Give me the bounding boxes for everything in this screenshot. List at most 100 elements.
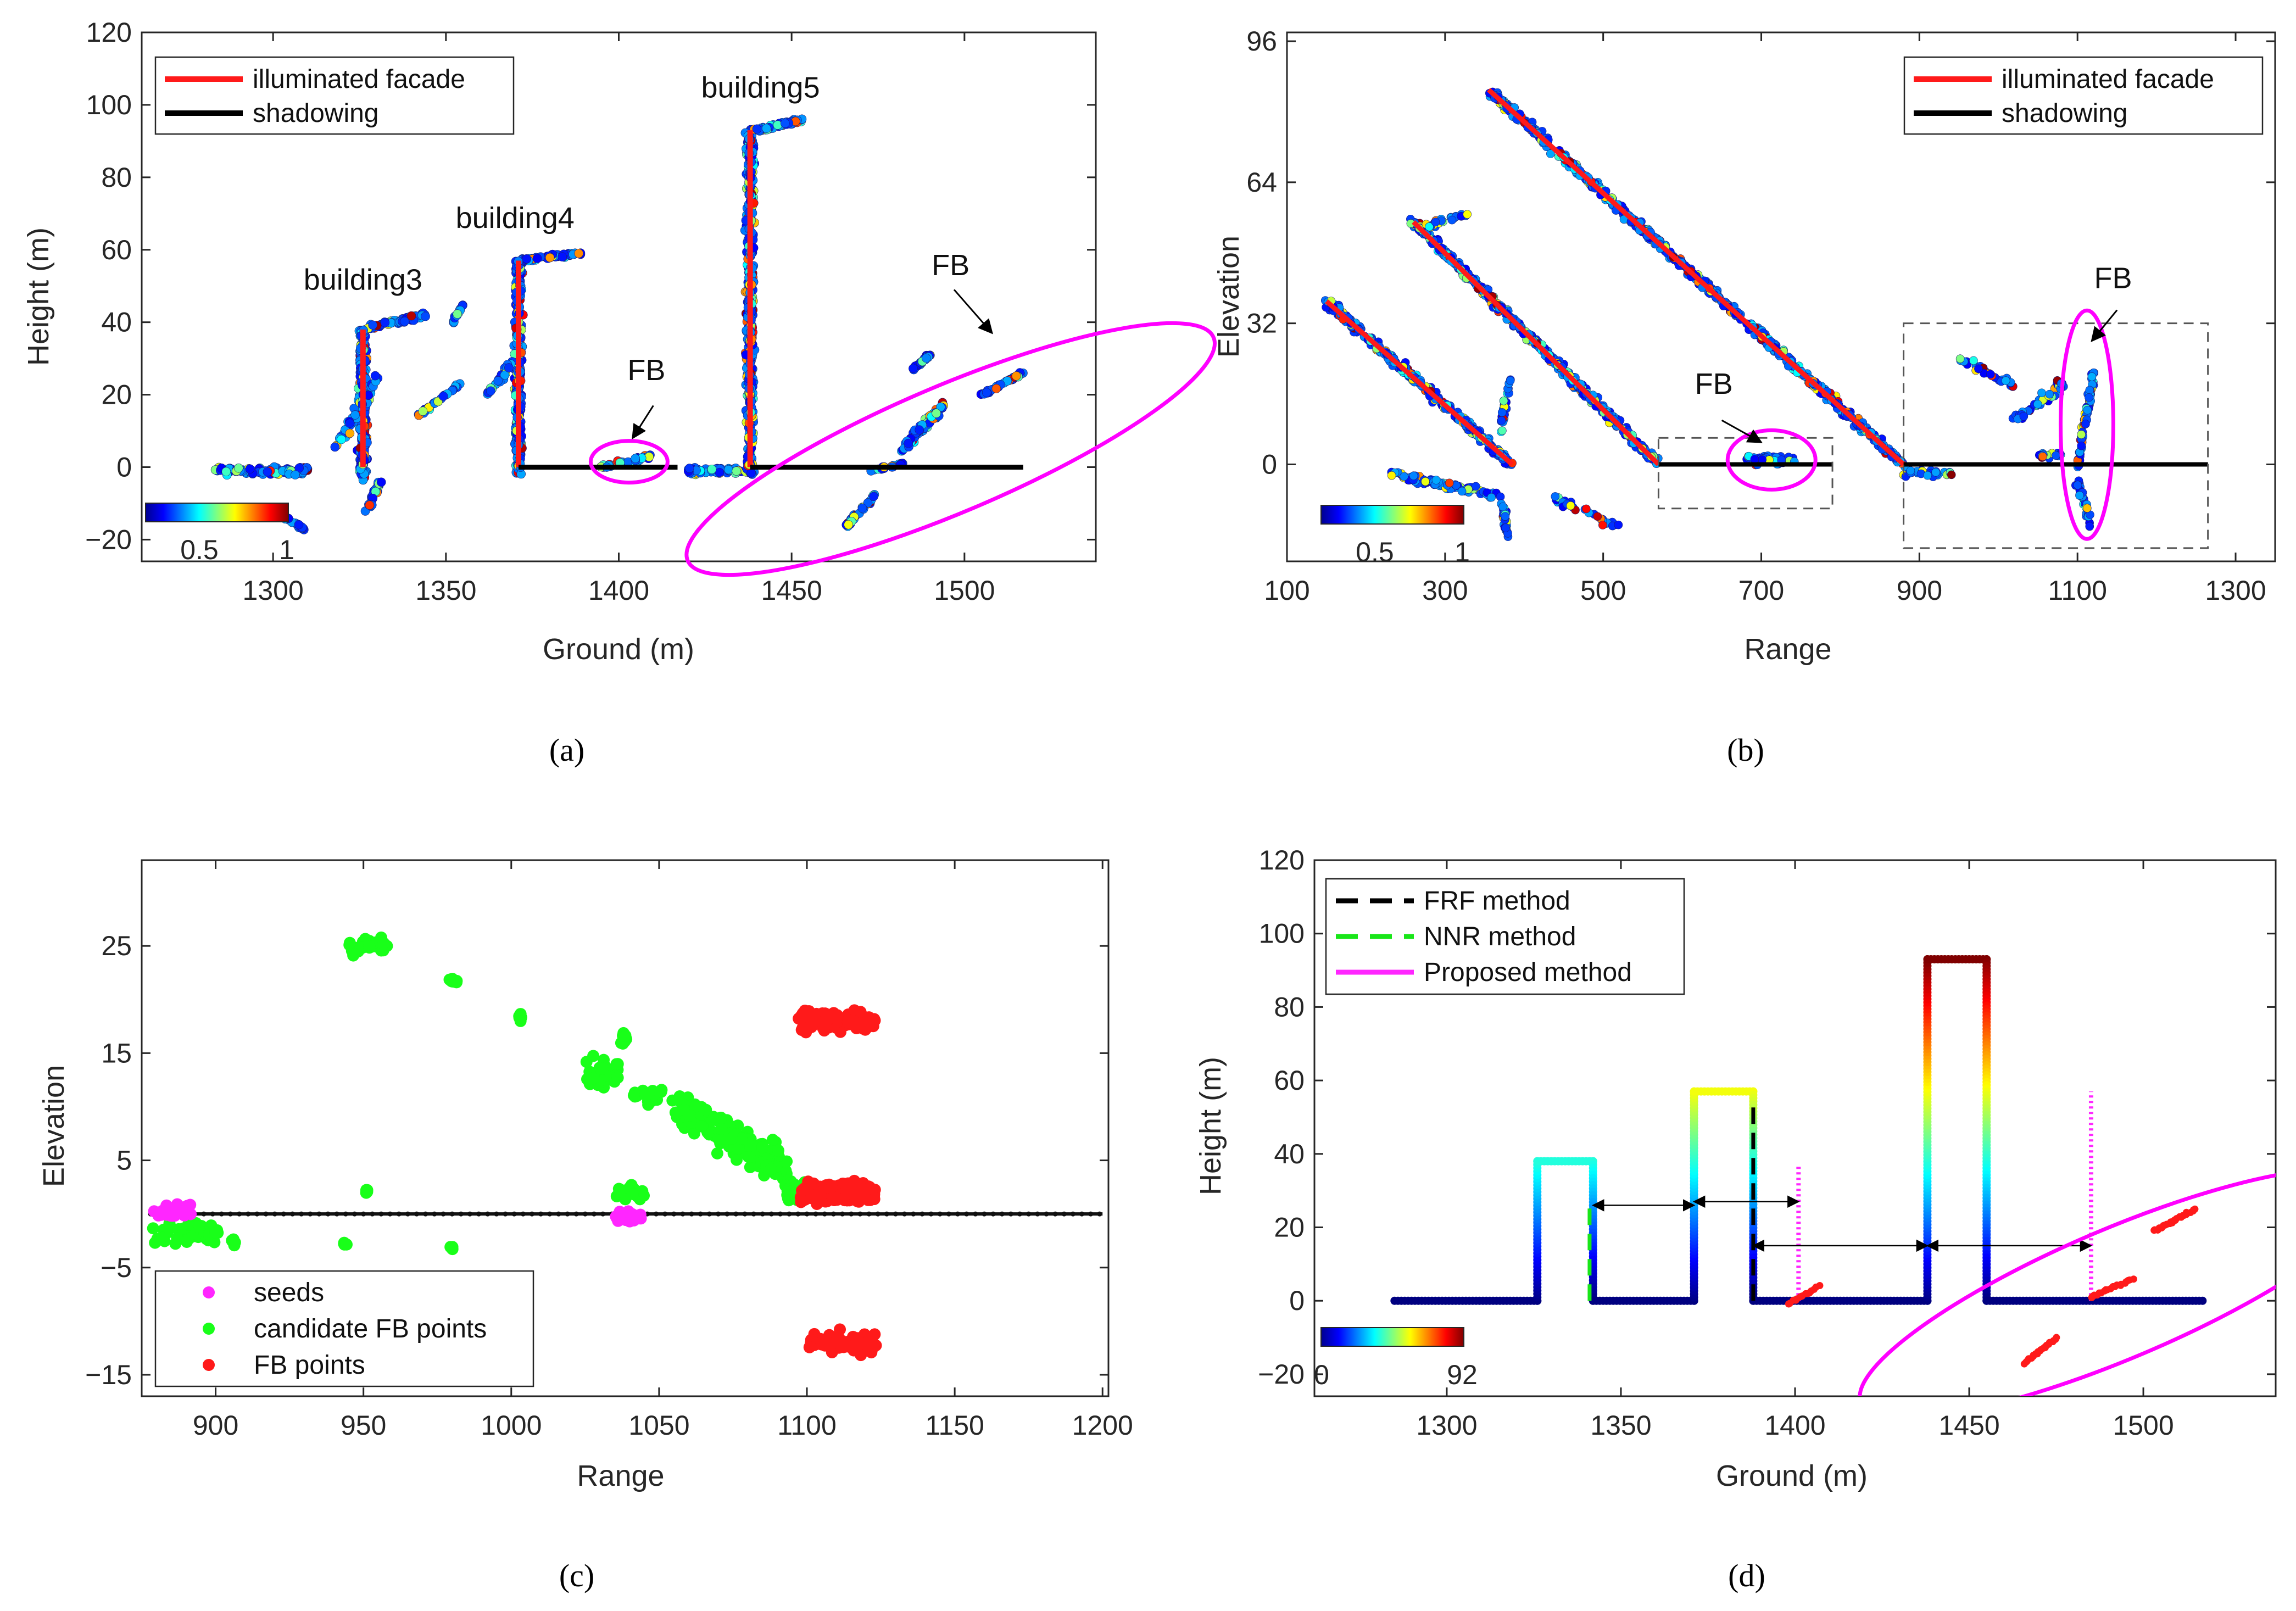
point: [545, 253, 555, 263]
ground-point: [343, 1211, 348, 1217]
point: [1498, 426, 1507, 435]
ground-point: [1088, 1211, 1094, 1217]
ground-point: [813, 1211, 818, 1217]
panel-c-caption: (c): [559, 1558, 594, 1593]
ground-point: [928, 1211, 934, 1217]
candidate-fb-point: [712, 1133, 725, 1145]
point: [330, 442, 340, 452]
y-tick-label: 25: [101, 930, 132, 961]
ground-point: [831, 1211, 836, 1217]
x-tick-label: 1450: [761, 575, 822, 606]
ground-point: [1097, 1211, 1102, 1217]
point: [1497, 408, 1507, 417]
candidate-fb-point: [642, 1099, 655, 1111]
ground-point: [405, 1211, 410, 1217]
ground-point: [476, 1211, 482, 1217]
x-tick-label: 1300: [1416, 1410, 1477, 1441]
ground-point: [840, 1211, 845, 1217]
y-tick-label: 5: [116, 1145, 132, 1176]
ground-point: [884, 1211, 889, 1217]
fb-point: [811, 1197, 823, 1210]
point: [365, 500, 375, 510]
ground-point: [990, 1211, 996, 1217]
ground-point: [227, 1211, 233, 1217]
ground-point: [893, 1211, 898, 1217]
ground-point: [760, 1211, 765, 1217]
x-tick-label: 950: [341, 1410, 386, 1441]
ground-point: [387, 1211, 393, 1217]
point: [376, 477, 386, 487]
ground-point: [1008, 1211, 1013, 1217]
fb-point: [826, 1181, 838, 1194]
point: [1582, 504, 1591, 514]
ground-point: [1044, 1211, 1049, 1217]
fb-point: [805, 1189, 818, 1201]
point: [1986, 370, 1995, 379]
x-tick-label: 500: [1580, 575, 1626, 606]
point: [1593, 512, 1602, 521]
y-tick-label: 60: [1274, 1065, 1305, 1096]
ground-point: [946, 1211, 951, 1217]
fb-arrow: [2091, 309, 2118, 342]
panel-a-ylabel: Height (m): [22, 227, 55, 366]
candidate-fb-point: [363, 940, 376, 952]
candidate-fb-point: [209, 1226, 222, 1239]
point: [453, 309, 462, 319]
ground-point: [299, 1211, 304, 1217]
ground-point: [964, 1211, 969, 1217]
panel-c-legend-1: candidate FB points: [254, 1314, 487, 1344]
candidate-fb-point: [614, 1185, 626, 1198]
panel-a-xlabel: Ground (m): [543, 633, 694, 666]
point: [1598, 521, 1607, 529]
ground-point: [370, 1211, 375, 1217]
point: [1498, 502, 1507, 511]
candidate-fb-point: [743, 1151, 755, 1163]
point: [2037, 388, 2046, 398]
candidate-fb-point: [732, 1142, 745, 1155]
point: [724, 465, 733, 475]
ground-point: [1070, 1211, 1075, 1217]
point: [558, 252, 567, 261]
point: [1501, 523, 1511, 532]
fb-point: [842, 1014, 855, 1027]
ground-point: [662, 1211, 668, 1217]
ground-point: [591, 1211, 597, 1217]
y-tick-label: 20: [1274, 1212, 1305, 1242]
point: [418, 406, 428, 416]
y-tick-label: 32: [1246, 308, 1277, 339]
point: [1445, 478, 1454, 488]
ground-point: [706, 1211, 712, 1217]
ground-point: [751, 1211, 756, 1217]
candidate-fb-point: [443, 973, 456, 986]
candidate-fb-point: [684, 1109, 696, 1122]
candidate-fb-point: [597, 1062, 609, 1075]
ground-point: [565, 1211, 570, 1217]
point: [2075, 491, 2084, 500]
point: [857, 503, 867, 513]
point: [869, 492, 878, 501]
ground-point: [689, 1211, 694, 1217]
point: [368, 320, 377, 330]
ground-point: [857, 1211, 863, 1217]
point: [345, 428, 355, 438]
point: [380, 318, 390, 327]
point: [2081, 420, 2090, 428]
x-tick-label: 1450: [1938, 1410, 1999, 1441]
point: [761, 124, 771, 133]
annotation-label: building4: [456, 202, 575, 235]
candidate-fb-point: [619, 1029, 632, 1042]
panel-a-legend: illuminated facade shadowing: [154, 56, 515, 135]
point: [221, 467, 231, 476]
y-tick-label: 64: [1246, 167, 1277, 198]
panel-a-colorbar: 0.5 1: [145, 503, 294, 565]
legend-swatch-fb: [203, 1359, 215, 1371]
point: [1906, 466, 1915, 475]
ground-point: [1017, 1211, 1023, 1217]
annotation-label: FB: [1695, 367, 1733, 400]
point: [1387, 471, 1396, 480]
panel-a-colorbar-tick-0: 0.5: [180, 534, 219, 565]
ground-point: [254, 1211, 260, 1217]
ground-point: [822, 1211, 827, 1217]
